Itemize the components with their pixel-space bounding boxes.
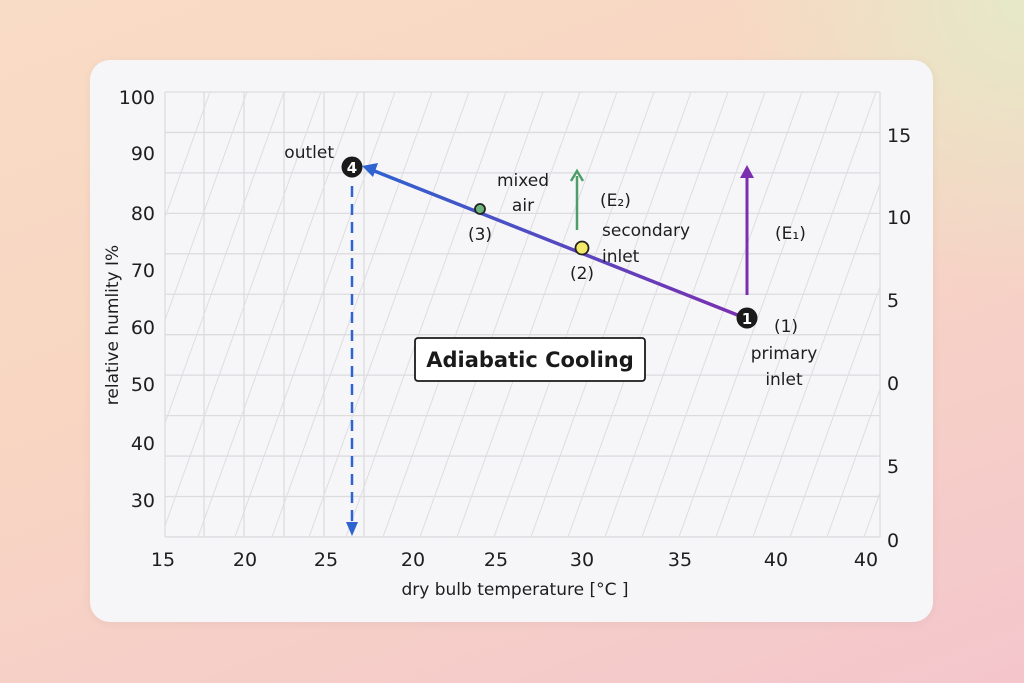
- e2-arrowhead-icon: [569, 168, 585, 182]
- point-1-label: (1): [774, 317, 798, 337]
- y-right-tick: 0: [887, 373, 899, 395]
- process-line: [371, 168, 746, 320]
- y-right-ticks: 15 10 5 0 5 0: [887, 125, 911, 552]
- diagonal-line: [456, 92, 618, 537]
- y-tick: 40: [131, 433, 155, 455]
- diagonal-line: [530, 92, 692, 537]
- point-4-marker: [341, 156, 363, 178]
- diagonal-line: [165, 92, 322, 528]
- y-right-tick: 10: [887, 207, 911, 229]
- point-2-label: (2): [570, 264, 594, 284]
- title-box: [414, 337, 646, 382]
- x-tick: 35: [668, 549, 692, 571]
- x-tick: 30: [570, 549, 594, 571]
- diagonal-line: [308, 92, 470, 537]
- diagonal-line: [165, 92, 211, 219]
- x-tick: 40: [764, 549, 788, 571]
- y-tick: 30: [131, 490, 155, 512]
- y-tick: 80: [131, 203, 155, 225]
- point-4-number: 4: [347, 159, 357, 177]
- point-3-label: (3): [468, 225, 492, 245]
- e1-label: (E₁): [775, 224, 806, 244]
- x-tick: 15: [151, 549, 175, 571]
- y-axis-label: relative humlity I%: [103, 245, 123, 405]
- grid: [164, 91, 881, 538]
- diagonal-line: [604, 92, 766, 537]
- diagonal-line: [382, 92, 544, 537]
- diagonal-line: [826, 388, 880, 537]
- point-3-marker: [474, 203, 486, 215]
- mixed-air-label: air: [512, 196, 534, 216]
- diagonal-line: [419, 92, 581, 537]
- diagonal-line: [789, 285, 880, 537]
- diagonal-line: [165, 92, 285, 425]
- secondary-inlet-label: secondary: [602, 221, 690, 241]
- x-tick: 20: [233, 549, 257, 571]
- diagonal-line: [752, 182, 880, 537]
- y-tick: 50: [131, 374, 155, 396]
- diagonal-line: [493, 92, 655, 537]
- y-right-tick: 15: [887, 125, 911, 147]
- diagonal-line: [678, 92, 840, 537]
- diagonal-line: [197, 92, 359, 537]
- y-right-tick: 5: [887, 290, 899, 312]
- x-ticks: 15 20 25 20 25 30 35 40 40: [151, 549, 878, 571]
- mixed-air-label: mixed: [497, 171, 549, 191]
- diagonal-line: [165, 92, 248, 322]
- diagonal-lines: [165, 92, 880, 537]
- y-tick: 60: [131, 317, 155, 339]
- arrowhead-down-icon: [346, 522, 358, 536]
- diagram-title: Adiabatic Cooling: [426, 348, 634, 372]
- y-left-ticks: 100 90 80 70 60 50 40 30: [119, 87, 155, 512]
- outlet-label: outlet: [284, 143, 334, 163]
- x-tick: 25: [484, 549, 508, 571]
- x-tick: 25: [314, 549, 338, 571]
- diagonal-line: [567, 92, 729, 537]
- y-tick: 100: [119, 87, 155, 109]
- diagonal-line: [715, 92, 877, 537]
- y-right-tick: 5: [887, 456, 899, 478]
- y-tick: 70: [131, 260, 155, 282]
- x-tick: 20: [401, 549, 425, 571]
- diagonal-line: [641, 92, 803, 537]
- point-2-marker: [574, 240, 590, 256]
- point-1-number: 1: [742, 310, 752, 328]
- y-right-tick: 0: [887, 530, 899, 552]
- point-1-marker: [736, 307, 758, 329]
- x-axis-label: dry bulb temperature [°C ]: [401, 580, 628, 600]
- y-tick: 90: [131, 143, 155, 165]
- secondary-inlet-label: inlet: [602, 247, 640, 267]
- primary-inlet-label: inlet: [765, 370, 803, 390]
- e1-arrowhead-icon: [740, 165, 754, 178]
- x-tick: 40: [854, 549, 878, 571]
- arrowhead-icon: [362, 163, 378, 177]
- primary-inlet-label: primary: [751, 344, 818, 364]
- e2-label: (E₂): [600, 191, 631, 211]
- diagonal-line: [345, 92, 507, 537]
